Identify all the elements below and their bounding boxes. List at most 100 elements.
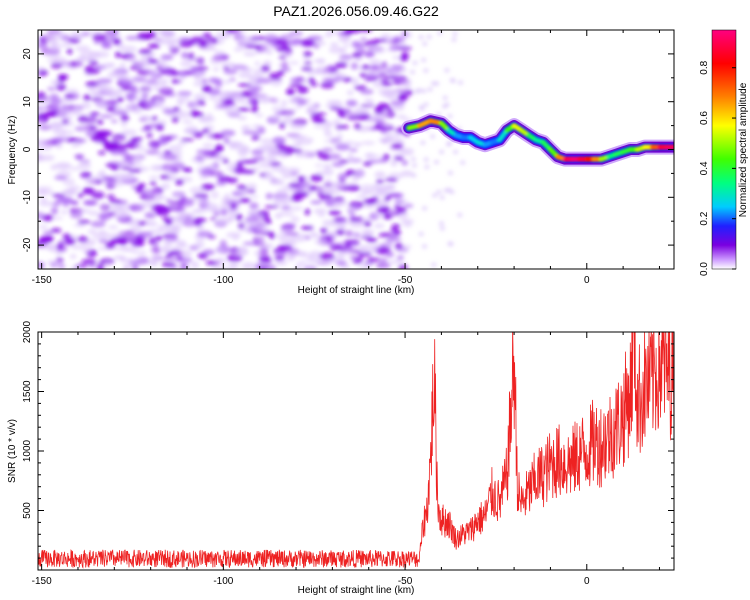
noise-cell — [129, 218, 142, 226]
noise-cell — [62, 178, 75, 186]
noise-cell — [458, 80, 463, 85]
y-tick-label: 1000 — [22, 439, 33, 462]
noise-cell — [395, 199, 409, 204]
noise-cell — [130, 97, 146, 101]
noise-cell — [381, 206, 390, 212]
noise-cell — [250, 195, 259, 199]
y-tick-label: 0 — [22, 146, 33, 152]
noise-cell — [259, 138, 274, 144]
noise-cell — [88, 210, 100, 216]
noise-cell — [98, 169, 106, 176]
noise-cell — [233, 64, 247, 69]
noise-cell — [39, 154, 55, 162]
noise-cell — [390, 64, 405, 70]
noise-cell — [351, 40, 361, 48]
noise-cell — [83, 199, 98, 206]
noise-cell — [361, 64, 370, 70]
noise-cell — [358, 245, 367, 253]
noise-cell — [153, 38, 163, 42]
noise-cell — [346, 99, 358, 107]
noise-cell — [343, 43, 350, 48]
noise-cell — [364, 51, 375, 58]
noise-cell — [152, 241, 159, 247]
noise-cell — [229, 77, 236, 82]
noise-cell — [147, 260, 157, 266]
noise-cell — [144, 212, 156, 219]
noise-cell — [304, 235, 311, 240]
noise-cell — [140, 116, 153, 123]
noise-cell — [117, 96, 124, 103]
noise-cell — [374, 110, 384, 115]
noise-cell — [196, 149, 212, 154]
noise-cell — [201, 85, 212, 93]
noise-cell — [75, 62, 84, 68]
noise-cell — [264, 34, 278, 42]
noise-cell — [38, 200, 54, 207]
noise-cell — [306, 104, 321, 108]
noise-cell — [335, 124, 349, 130]
noise-cell — [106, 73, 121, 78]
snr-series — [38, 332, 674, 569]
noise-cell — [114, 51, 122, 59]
noise-cell — [260, 243, 274, 249]
noise-cell — [251, 135, 260, 141]
noise-cell — [398, 264, 408, 269]
noise-cell — [422, 41, 428, 46]
noise-cell — [199, 205, 206, 209]
noise-cell — [390, 100, 406, 106]
noise-cell — [255, 36, 267, 41]
noise-cell — [371, 46, 386, 54]
noise-cell — [83, 94, 91, 102]
noise-cell — [210, 190, 220, 199]
noise-cell — [346, 89, 354, 96]
noise-cell — [370, 65, 379, 69]
noise-cell — [147, 69, 159, 76]
noise-cell — [84, 68, 101, 75]
noise-cell — [183, 111, 191, 115]
noise-cell — [285, 88, 296, 96]
noise-cell — [120, 45, 137, 53]
noise-cell — [332, 217, 345, 222]
noise-cell — [163, 239, 173, 246]
noise-cell — [155, 205, 171, 211]
noise-cell — [280, 34, 294, 39]
noise-cell — [178, 242, 188, 249]
noise-cell — [53, 128, 67, 136]
noise-cell — [213, 78, 223, 84]
noise-cell — [42, 230, 54, 235]
noise-cell — [109, 237, 125, 244]
noise-cell — [226, 216, 235, 221]
noise-cell — [90, 220, 106, 228]
noise-cell — [363, 98, 372, 103]
noise-cell — [265, 149, 278, 155]
noise-cell — [391, 104, 405, 111]
noise-cell — [378, 64, 390, 72]
noise-cell — [58, 196, 73, 203]
spectrogram-xlabel: Height of straight line (km) — [298, 285, 415, 296]
noise-cell — [181, 219, 198, 227]
noise-cell — [289, 148, 303, 153]
noise-cell — [365, 40, 379, 46]
noise-cell — [346, 157, 360, 163]
noise-cell — [200, 116, 216, 122]
noise-cell — [85, 129, 99, 138]
noise-cell — [219, 239, 227, 248]
snr-y-axis: 500 1000 1500 2000 — [22, 320, 674, 571]
noise-cell — [373, 214, 387, 218]
noise-cell — [255, 113, 264, 118]
noise-cell — [61, 98, 74, 103]
noise-cell — [137, 147, 148, 152]
snr-x-axis: -150 -100 -50 0 — [32, 332, 660, 587]
noise-cell — [107, 225, 119, 230]
noise-cell — [120, 80, 133, 87]
noise-cell — [418, 105, 424, 110]
noise-cell — [92, 33, 107, 42]
noise-cell — [323, 126, 332, 135]
noise-cell — [105, 241, 116, 249]
noise-cell — [337, 250, 346, 258]
x-tick-label: -50 — [398, 275, 413, 286]
noise-cell — [301, 39, 315, 47]
noise-cell — [434, 81, 440, 86]
noise-cell — [203, 167, 214, 175]
noise-cell — [97, 150, 106, 155]
